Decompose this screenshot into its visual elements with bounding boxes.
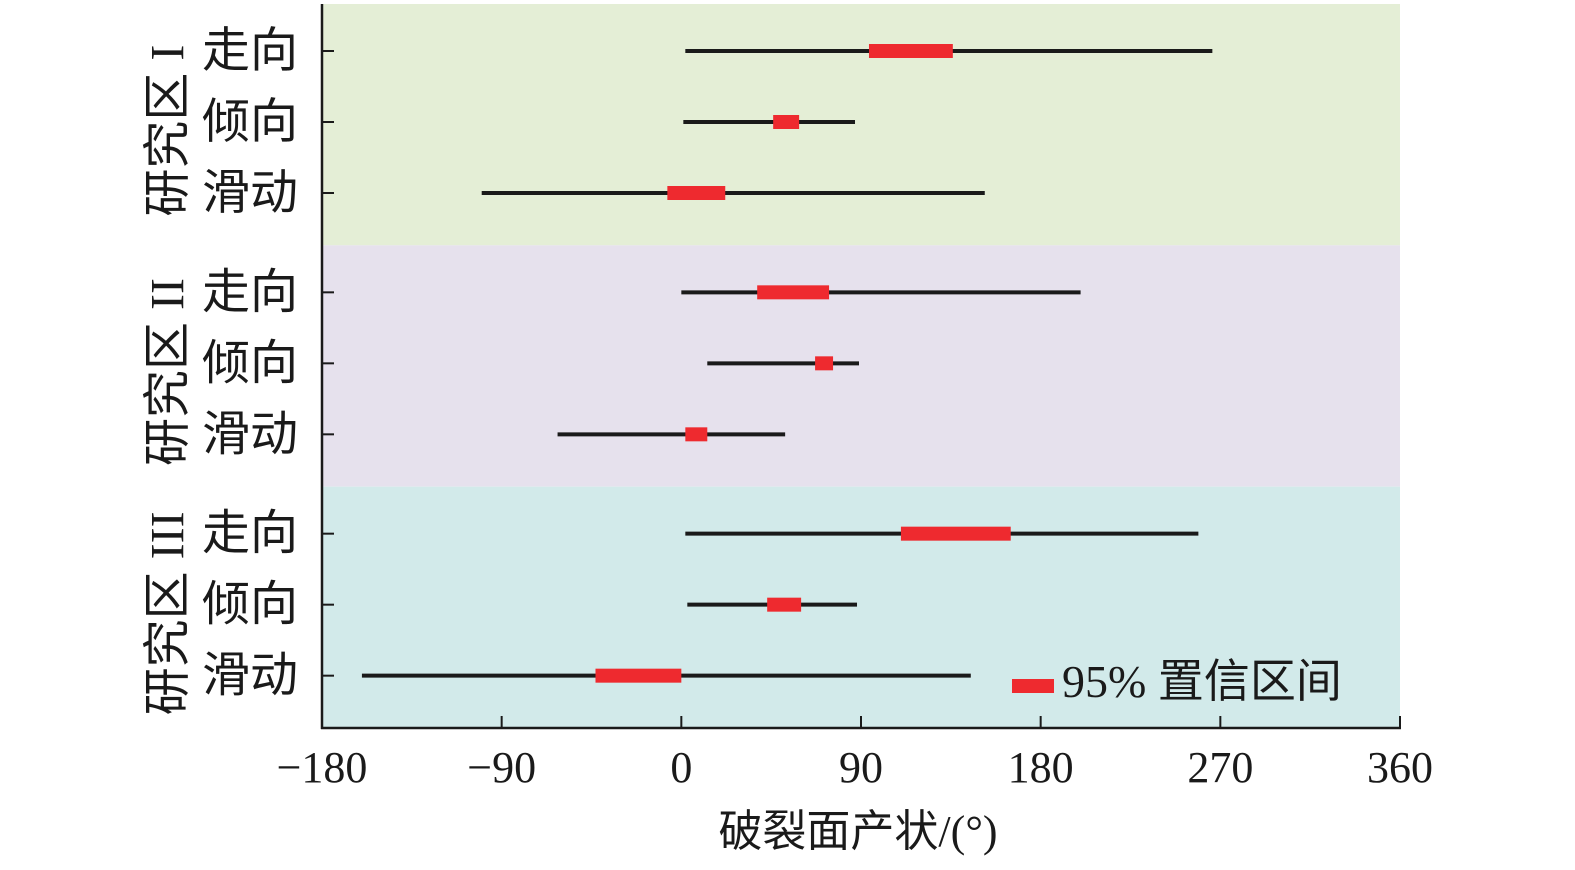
ci-bar xyxy=(685,427,708,442)
legend-swatch xyxy=(1012,679,1054,693)
row-label: 滑动 xyxy=(202,649,298,702)
ci-bar xyxy=(773,115,800,129)
group-label: 研究区 III xyxy=(142,511,195,715)
x-tick-label: −180 xyxy=(277,743,368,792)
ci-bar xyxy=(667,186,726,200)
x-tick-label: 180 xyxy=(1008,743,1074,792)
group-backgrounds xyxy=(322,4,1400,728)
row-label: 倾向 xyxy=(202,578,298,631)
group-band xyxy=(322,4,1400,246)
row-label: 走向 xyxy=(202,266,298,319)
ci-bar xyxy=(757,285,830,300)
group-band xyxy=(322,486,1400,728)
row-label: 倾向 xyxy=(202,337,298,390)
ci-bar xyxy=(815,356,834,371)
ci-bar xyxy=(868,44,953,58)
interval-marks xyxy=(361,44,1213,683)
ci-bar xyxy=(767,597,802,612)
axes: −180 −90 0 90 180 270 360 xyxy=(277,4,1433,792)
x-tick-label: 270 xyxy=(1187,743,1253,792)
x-tick-label: 360 xyxy=(1367,743,1433,792)
row-label: 走向 xyxy=(202,25,298,78)
ci-bar xyxy=(900,526,1011,541)
row-label: 滑动 xyxy=(202,167,298,220)
group-label: 研究区 I xyxy=(142,45,195,217)
x-tick-label: 0 xyxy=(670,743,692,792)
row-label: 滑动 xyxy=(202,408,298,461)
x-axis-title: 破裂面产状/(°) xyxy=(718,807,997,856)
group-band xyxy=(322,245,1400,487)
x-tick-label: −90 xyxy=(467,743,536,792)
group-label: 研究区 II xyxy=(142,278,195,466)
x-tick-label: 90 xyxy=(839,743,883,792)
row-label: 倾向 xyxy=(202,96,298,149)
row-label: 走向 xyxy=(202,507,298,560)
legend: 95% 置信区间 xyxy=(1012,656,1342,707)
ci-bar xyxy=(595,668,682,683)
legend-label: 95% 置信区间 xyxy=(1062,656,1342,707)
